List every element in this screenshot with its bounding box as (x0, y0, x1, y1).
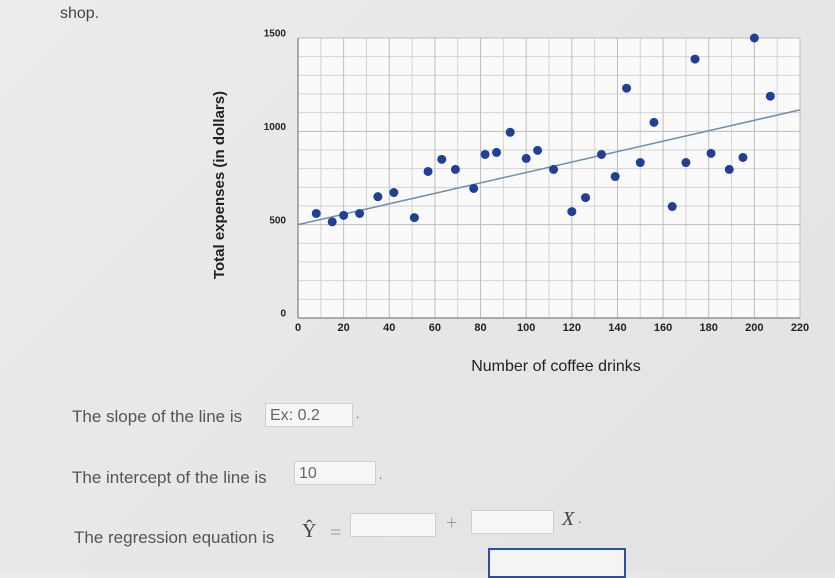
x-tick-label: 100 (517, 322, 535, 334)
chart: Total expenses (in dollars) Number of co… (211, 29, 809, 376)
intercept-suffix: . (379, 468, 383, 482)
y-hat: Ŷ (302, 520, 317, 542)
point (469, 183, 479, 193)
point (622, 83, 632, 93)
point (521, 153, 531, 163)
x-tick-label: 40 (383, 322, 395, 334)
x-tick-label: 200 (745, 322, 763, 334)
trend-line (297, 109, 801, 226)
intercept-input[interactable]: 10 (294, 461, 376, 485)
point (765, 91, 775, 101)
x-tick-label: 220 (791, 322, 809, 334)
slope-suffix: . (356, 407, 360, 421)
point (581, 193, 591, 203)
header-text: shop. (60, 5, 100, 22)
point (389, 188, 399, 198)
point (635, 158, 645, 168)
point (355, 208, 365, 218)
y-tick-label: 1000 (264, 122, 287, 133)
point (492, 147, 502, 157)
point (738, 152, 748, 162)
point (724, 164, 734, 174)
x-var: X (562, 508, 575, 530)
x-tick-label: 160 (654, 322, 672, 334)
point (533, 145, 543, 155)
x-tick-label: 140 (608, 322, 626, 334)
point (311, 208, 321, 218)
point (567, 207, 577, 217)
y-axis-title: Total expenses (in dollars) (211, 91, 228, 279)
y-tick-label: 0 (280, 309, 286, 320)
x-tick-label: 0 (295, 322, 301, 334)
equals: = (330, 522, 342, 544)
slope-label: The slope of the line is (72, 407, 243, 426)
y-tick-label: 1500 (264, 29, 287, 40)
plus: + (446, 512, 458, 534)
point (549, 164, 559, 174)
y-tick-label: 500 (269, 215, 286, 226)
point (409, 213, 419, 223)
point (596, 149, 606, 159)
x-tick-label: 60 (429, 322, 441, 334)
point (373, 192, 383, 202)
point (450, 164, 460, 174)
point (681, 158, 691, 168)
point (749, 33, 759, 43)
submit-button[interactable] (488, 548, 626, 578)
point (339, 210, 349, 220)
point (610, 172, 620, 182)
x-axis-title: Number of coffee drinks (471, 358, 641, 375)
point (327, 217, 337, 227)
point (505, 127, 515, 137)
equation-input-b[interactable] (471, 510, 554, 534)
x-tick-label: 120 (563, 322, 581, 334)
x-tick-label: 80 (474, 322, 486, 334)
equation-label: The regression equation is (74, 528, 275, 547)
intercept-label: The intercept of the line is (72, 468, 267, 487)
slope-input[interactable]: Ex: 0.2 (265, 403, 353, 427)
point (690, 54, 700, 64)
x-tick-label: 180 (700, 322, 718, 334)
equation-input-a[interactable] (350, 513, 436, 537)
x-tick-label: 20 (338, 322, 350, 334)
point (480, 149, 490, 159)
x-suffix: . (578, 512, 582, 526)
point (437, 154, 447, 164)
point (667, 202, 677, 212)
point (649, 117, 659, 127)
point (423, 166, 433, 176)
point (706, 148, 716, 158)
